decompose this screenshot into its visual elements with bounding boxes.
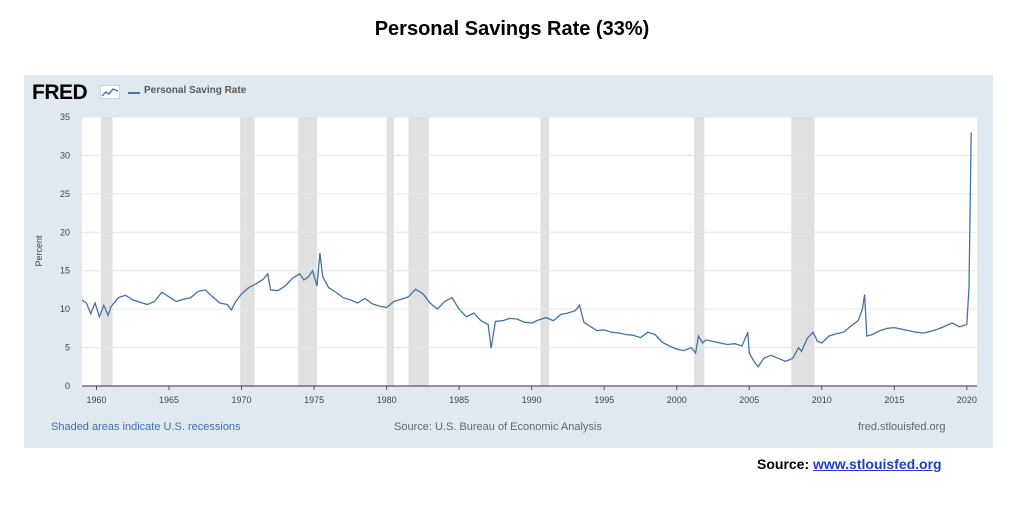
recession-bands xyxy=(100,117,815,386)
x-tick-label: 1985 xyxy=(449,395,469,405)
y-tick-label: 15 xyxy=(60,266,70,276)
y-tick-label: 10 xyxy=(60,304,70,314)
x-tick-label: 2020 xyxy=(957,395,977,405)
fred-graph-panel: FRED Personal Saving Rate 0 5 10 15 20 25 30 35… xyxy=(24,75,993,448)
legend-swatch xyxy=(128,92,140,94)
source-link[interactable]: www.stlouisfed.org xyxy=(813,456,942,472)
recession-band xyxy=(386,117,394,386)
plot-area xyxy=(82,117,977,386)
y-tick-label: 30 xyxy=(60,150,70,160)
x-tick-label: 2005 xyxy=(739,395,759,405)
series-line-personal-saving-rate xyxy=(81,132,972,368)
x-tick-label: 2015 xyxy=(884,395,904,405)
recession-band xyxy=(408,117,429,386)
recession-note: Shaded areas indicate U.S. recessions xyxy=(51,421,241,433)
x-tick-label: 1965 xyxy=(159,395,179,405)
x-tick-label: 2010 xyxy=(812,395,832,405)
x-tick-label: 1960 xyxy=(86,395,106,405)
slide-source-label: Source: xyxy=(757,456,814,472)
recession-band xyxy=(540,117,550,386)
y-tick-label: 20 xyxy=(60,227,70,237)
x-tick-label: 1995 xyxy=(594,395,614,405)
fred-logo: FRED xyxy=(32,81,88,104)
y-tick-label: 5 xyxy=(65,343,70,353)
y-tick-label: 35 xyxy=(60,112,70,122)
recession-band xyxy=(791,117,815,386)
x-tick-label: 1975 xyxy=(304,395,324,405)
y-tick-label: 25 xyxy=(60,189,70,199)
slide-source: Source: www.stlouisfed.org xyxy=(757,456,942,472)
y-axis-label: Percent xyxy=(34,235,44,267)
y-tick-label: 0 xyxy=(65,381,70,391)
x-tick-label: 2000 xyxy=(667,395,687,405)
x-tick-label: 1990 xyxy=(522,395,542,405)
recession-band xyxy=(240,117,255,386)
slide-title: Personal Savings Rate (33%) xyxy=(374,18,650,40)
fred-logo-chart-icon xyxy=(100,85,120,99)
gridlines xyxy=(82,116,977,349)
recession-band xyxy=(694,117,705,386)
site-label: fred.stlouisfed.org xyxy=(858,421,946,433)
recession-band xyxy=(298,117,317,386)
legend-label: Personal Saving Rate xyxy=(144,85,247,96)
source-note: Source: U.S. Bureau of Economic Analysis xyxy=(394,421,602,433)
recession-band xyxy=(100,117,113,386)
x-tick-labels: 1960 1965 1970 1975 1980 1985 1990 1995 2000 2005… xyxy=(86,386,977,405)
x-tick-label: 1970 xyxy=(232,395,252,405)
y-tick-labels: 0 5 10 15 20 25 30 35 xyxy=(60,112,70,391)
x-tick-label: 1980 xyxy=(377,395,397,405)
